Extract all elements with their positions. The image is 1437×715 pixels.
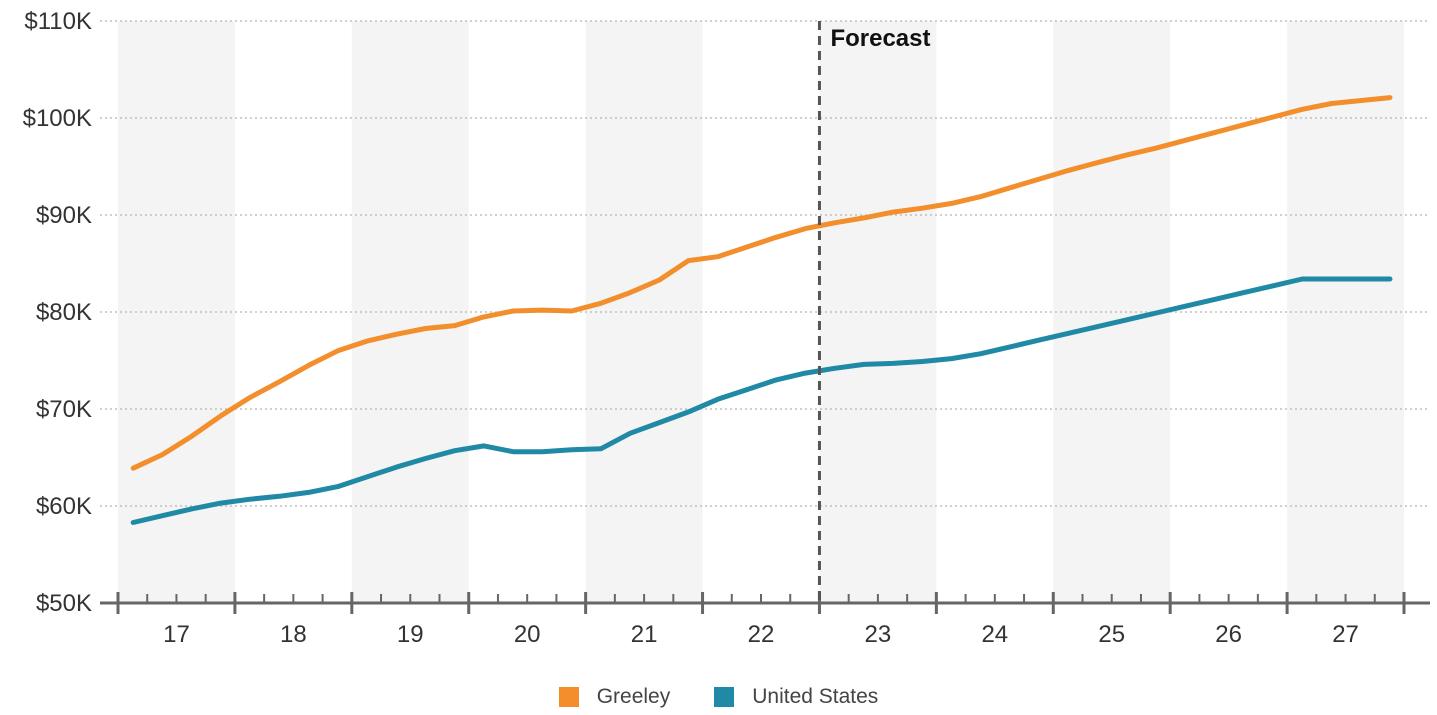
forecast-label: Forecast (830, 25, 930, 52)
x-tick-label: 18 (280, 621, 307, 648)
x-tick-label: 26 (1215, 621, 1242, 648)
x-tick-label: 27 (1332, 621, 1359, 648)
y-tick-label: $70K (36, 396, 92, 423)
x-tick-label: 25 (1098, 621, 1125, 648)
legend-label-greeley: Greeley (596, 685, 671, 708)
y-tick-label: $60K (36, 493, 92, 520)
x-tick-label: 23 (865, 621, 892, 648)
y-tick-label: $100K (23, 105, 92, 132)
y-tick-label: $90K (36, 202, 92, 229)
x-tick-label: 21 (631, 621, 658, 648)
y-axis: $50K $60K $70K $80K $90K $100K $110K (23, 8, 92, 617)
legend: Greeley United States (0, 682, 1437, 712)
x-tick-label: 17 (163, 621, 190, 648)
y-tick-label: $50K (36, 590, 92, 617)
x-tick-label: 24 (981, 621, 1008, 648)
legend-label-united-states: United States (752, 685, 879, 708)
y-tick-label: $110K (24, 8, 92, 35)
series-line-greeley (130, 95, 1393, 471)
x-tick-label: 19 (397, 621, 424, 648)
series-line-united-states (130, 276, 1393, 525)
legend-swatch-greeley (558, 687, 579, 707)
x-axis: 17 18 19 20 21 22 23 24 25 26 27 (100, 592, 1430, 648)
x-tick-label: 22 (748, 621, 775, 648)
legend-item-greeley: Greeley (558, 685, 671, 709)
series-lines (130, 95, 1393, 525)
line-chart: $50K $60K $70K $80K $90K $100K $110K 17 18 19 20 2… (23, 8, 1430, 648)
legend-item-united-states: United States (714, 685, 878, 709)
x-tick-label: 20 (514, 621, 541, 648)
legend-swatch-united-states (714, 687, 735, 707)
gridlines (100, 20, 1430, 507)
y-tick-label: $80K (36, 299, 92, 326)
